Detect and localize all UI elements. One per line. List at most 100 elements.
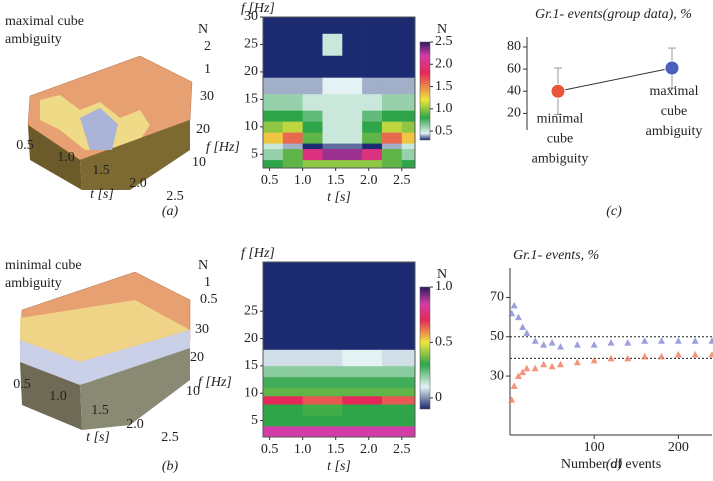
marker [540,360,548,368]
heatmap-cell [302,387,343,397]
x-tick-label: 2.5 [161,430,179,445]
x-tick-label: 0.5 [13,377,31,392]
marker [658,337,665,344]
heatmap-cell [362,148,383,161]
heatmap-cell [362,132,383,144]
marker [590,356,598,364]
heatmap-cell [263,143,284,150]
heatmap-cell [342,17,363,34]
heatmap-cell [263,159,284,169]
marker [519,323,527,330]
heatmap-cell [322,159,343,169]
y-tick-label: 40 [507,83,521,98]
colorbar-tick-label: 2.0 [435,56,453,71]
heatmap-cell [342,132,363,144]
heatmap-cell [302,148,323,161]
heatmap-cell [263,148,284,161]
x-tick-label: 1.5 [327,173,345,188]
marker [674,350,682,358]
marker [708,337,713,344]
heatmap-cell [381,426,416,438]
heatmap-cell [322,121,343,133]
heatmap-cell [342,148,363,161]
heatmap-cell [302,365,343,378]
heatmap-cell [282,93,303,111]
heatmap-cell [401,33,416,56]
heatmap-cell [302,132,323,144]
heatmap-cell [263,93,284,111]
heatmap-cell [302,262,343,350]
chart-title: Gr.1- events, % [513,248,599,263]
heatmap-cell [381,132,403,144]
y-axis-label: f [Hz] [241,1,275,16]
heatmap-cell [381,148,403,161]
heatmap-cell [322,33,343,56]
heatmap-cell [381,159,403,169]
heatmap-cell [322,148,343,161]
heatmap-cell [342,395,383,405]
marker [508,309,516,317]
z-tick-label: 0.5 [200,292,218,307]
heatmap-cell [282,148,303,161]
x-tick-label: 1.0 [49,389,67,404]
heatmap-cell [381,93,403,111]
y-tick-label: 30 [195,322,209,337]
marker [523,364,531,372]
y-tick-label: 20 [244,64,258,79]
colorbar [419,41,431,141]
heatmap-cell [263,404,303,416]
y-tick-label: 5 [251,146,258,161]
marker [557,360,564,368]
marker [573,341,581,348]
y-tick-label: 20 [507,106,521,121]
y-tick-label: 15 [244,92,258,107]
heatmap-cell [302,349,343,367]
y-tick-label: 50 [490,329,504,344]
heatmap-cell [322,77,343,95]
marker [674,337,682,344]
x-tick-label: 2.0 [126,417,144,432]
x-axis-label: t [s] [86,430,110,445]
marker [641,352,649,360]
marker [514,313,522,321]
panel-label: (a) [162,204,179,219]
colorbar-tick-label: 1.0 [435,279,453,294]
x-axis-label: Number of events [561,457,661,472]
heatmap-cell [381,395,416,405]
marker [514,372,522,380]
heatmap-cell [401,132,416,144]
z-tick-label: 2 [204,39,211,54]
heatmap-cell [381,121,403,133]
heatmap-cell [342,376,383,389]
y-tick-label: 70 [490,290,504,305]
heatmap-cell [381,110,403,122]
heatmap-cell [263,349,303,367]
heatmap-cell [362,159,383,169]
y-tick-label: 20 [196,122,210,137]
heatmap-cell [263,395,303,405]
marker [523,329,531,336]
x-tick-label: 2.5 [393,173,411,188]
x-tick-label: 0.5 [261,173,279,188]
heatmap-cell [362,143,383,150]
heatmap-cell [381,17,403,34]
marker [624,339,632,346]
heatmap-cell [401,93,416,111]
x-tick-label: 2.0 [360,442,378,457]
colorbar-tick-label: 1.0 [435,101,453,116]
y-axis-label: f [Hz] [206,140,240,155]
x-tick-label: 2.5 [393,442,411,457]
marker [573,358,581,366]
heatmap-cell [381,387,416,397]
colorbar-tick-label: 1.5 [435,79,453,94]
heatmap-cell [263,55,284,78]
x-tick-label: 0.5 [261,442,279,457]
heatmap-cell [381,262,416,350]
marker [607,339,615,346]
heatmap-cell [282,143,303,150]
heatmap-cell [263,376,303,389]
heatmap-cell [342,159,363,169]
heatmap-cell [322,17,343,34]
y-tick-label: 15 [244,358,258,373]
y-tick-label: 10 [192,155,206,170]
